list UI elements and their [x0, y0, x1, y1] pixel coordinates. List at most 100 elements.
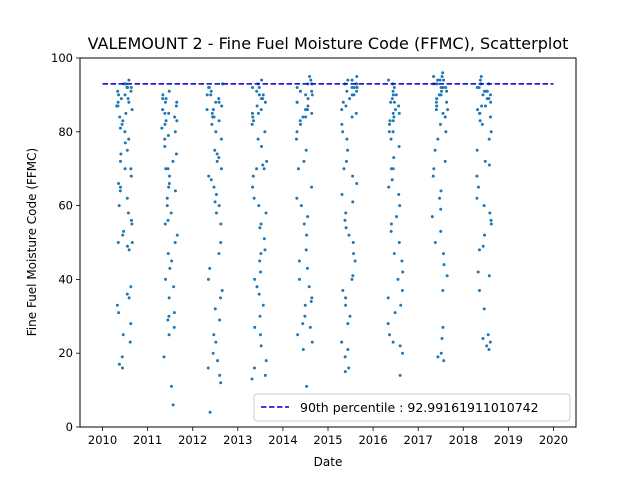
data-point [214, 193, 218, 197]
data-point [259, 252, 263, 256]
data-point [217, 100, 221, 104]
data-point [127, 296, 131, 300]
data-point [125, 86, 129, 90]
data-point [436, 78, 440, 82]
data-point [443, 159, 447, 163]
data-point [255, 167, 259, 171]
data-point [392, 86, 396, 90]
data-point [257, 292, 261, 296]
data-point [207, 86, 211, 90]
data-point [257, 86, 261, 90]
data-point [125, 292, 129, 296]
data-point [478, 119, 482, 123]
data-point [477, 288, 481, 292]
data-point [121, 233, 125, 237]
data-point [212, 185, 216, 189]
data-point [441, 86, 445, 90]
data-point [168, 266, 172, 270]
data-point [482, 204, 486, 208]
data-point [168, 174, 172, 178]
data-point [214, 211, 218, 215]
data-point [218, 373, 222, 377]
y-tick-label: 80 [58, 125, 73, 139]
data-point [208, 410, 212, 414]
data-point [344, 303, 348, 307]
data-point [487, 163, 491, 167]
data-point [213, 148, 217, 152]
data-point [305, 233, 309, 237]
data-point [125, 196, 129, 200]
data-point [435, 82, 439, 86]
data-point [129, 86, 133, 90]
data-point [353, 259, 357, 263]
data-point [296, 333, 300, 337]
data-point [438, 78, 442, 82]
data-point [344, 104, 348, 108]
data-point [167, 185, 171, 189]
data-point [296, 167, 300, 171]
data-point [396, 277, 400, 281]
data-point [355, 89, 359, 93]
data-point [391, 119, 395, 123]
data-point [435, 104, 439, 108]
data-point [398, 204, 402, 208]
data-point [391, 130, 395, 134]
data-point [217, 204, 221, 208]
data-point [251, 86, 255, 90]
data-point [442, 252, 445, 256]
data-point [209, 178, 213, 182]
data-point [256, 137, 260, 141]
data-point [218, 318, 222, 322]
data-point [260, 145, 264, 149]
data-point [119, 152, 123, 156]
data-point [487, 137, 491, 141]
data-point [351, 274, 355, 278]
data-point [297, 277, 301, 281]
data-point [394, 93, 398, 97]
data-point [123, 141, 127, 145]
data-point [117, 181, 121, 185]
data-point [436, 355, 440, 359]
data-point [389, 100, 393, 104]
y-tick-label: 0 [66, 420, 73, 434]
data-point [174, 152, 178, 156]
data-point [214, 340, 218, 344]
data-point [441, 111, 445, 115]
data-point [118, 189, 122, 193]
data-point [219, 137, 223, 141]
data-point [167, 333, 171, 337]
data-point [397, 193, 401, 197]
data-point [489, 218, 493, 222]
data-point [259, 108, 263, 112]
data-point [397, 241, 401, 244]
data-point [488, 93, 492, 97]
data-point [299, 204, 303, 208]
data-point [346, 348, 350, 352]
data-point [173, 241, 177, 244]
data-point [310, 296, 314, 300]
data-point [306, 97, 310, 101]
data-point [117, 311, 121, 315]
data-point [259, 222, 263, 226]
data-point [386, 322, 390, 326]
data-point [129, 285, 133, 289]
data-point [220, 288, 224, 292]
data-point [346, 322, 350, 326]
data-point [258, 314, 262, 318]
data-point [441, 325, 445, 329]
data-point [387, 333, 391, 337]
data-point [216, 359, 220, 363]
legend-box [253, 393, 571, 422]
data-point [439, 351, 443, 355]
data-point [164, 167, 168, 171]
data-point [255, 104, 259, 108]
data-point [344, 226, 348, 230]
data-point [398, 344, 402, 348]
data-point [340, 193, 344, 197]
scatter-points [115, 71, 493, 414]
data-point [263, 373, 267, 377]
data-point [117, 93, 121, 97]
data-point [259, 270, 263, 274]
data-point [129, 174, 133, 178]
